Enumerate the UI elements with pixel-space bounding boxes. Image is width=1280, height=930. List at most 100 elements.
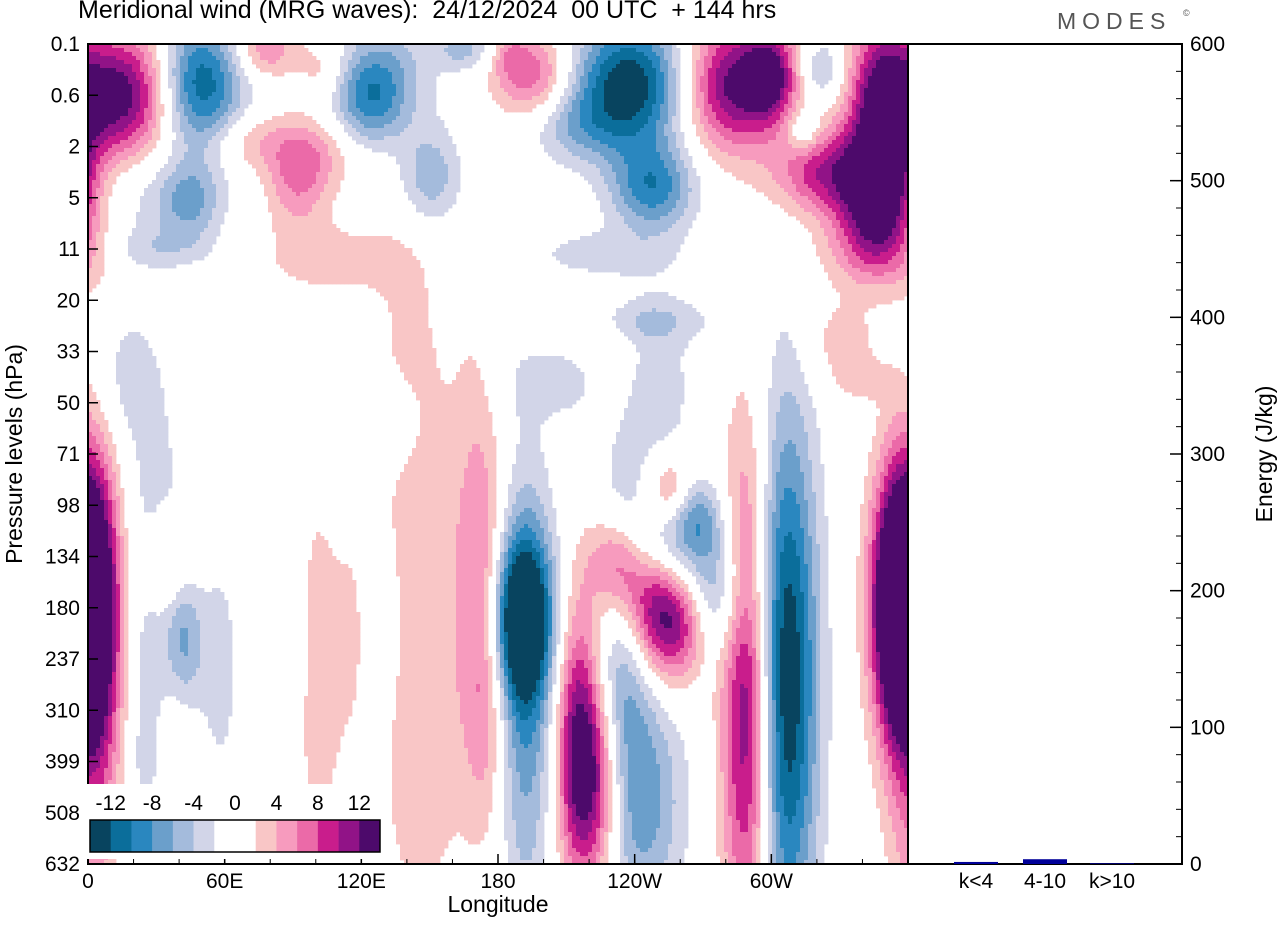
heatmap-cell [224,108,229,113]
heatmap-cell [144,60,149,65]
heatmap-cell [728,64,733,69]
heatmap-cell [544,48,549,53]
heatmap-cell [408,84,413,89]
heatmap-cell [524,64,529,69]
heatmap-cell [260,160,265,165]
heatmap-cell [220,76,225,81]
heatmap-cell [364,84,369,89]
heatmap-cell [784,100,789,105]
heatmap-cell [696,92,701,97]
heatmap-cell [716,156,721,161]
heatmap-cell [444,64,449,69]
heatmap-cell [380,112,385,117]
heatmap-cell [564,128,569,133]
heatmap-cell [172,116,177,121]
heatmap-cell [580,80,585,85]
heatmap-cell [816,132,821,137]
heatmap-cell [384,108,389,113]
heatmap-cell [352,80,357,85]
heatmap-cell [612,76,617,81]
heatmap-cell [588,136,593,141]
heatmap-cell [468,64,473,69]
heatmap-cell [720,136,725,141]
heatmap-cell [400,136,405,141]
heatmap-cell [624,76,629,81]
heatmap-cell [340,156,345,161]
heatmap-cell [92,100,97,105]
heatmap-cell [256,168,261,173]
heatmap-cell [624,64,629,69]
heatmap-cell [892,124,897,129]
heatmap-cell [364,72,369,77]
heatmap-cell [740,44,745,49]
heatmap-cell [692,52,697,57]
heatmap-cell [140,144,145,149]
heatmap-cell [564,140,569,145]
heatmap-cell [760,100,765,105]
heatmap-cell [180,100,185,105]
heatmap-cell [580,64,585,69]
heatmap-cell [868,120,873,125]
heatmap-cell [632,128,637,133]
heatmap-cell [844,48,849,53]
heatmap-cell [196,164,201,169]
heatmap-cell [740,96,745,101]
heatmap-cell [96,100,101,105]
heatmap-cell [120,120,125,125]
heatmap-cell [504,44,509,49]
heatmap-cell [408,160,413,165]
heatmap-cell [512,52,517,57]
heatmap-cell [596,96,601,101]
heatmap-cell [116,156,121,161]
heatmap-cell [396,68,401,73]
heatmap-cell [772,60,777,65]
heatmap-cell [204,112,209,117]
heatmap-cell [708,128,713,133]
heatmap-cell [144,68,149,73]
heatmap-cell [284,148,289,153]
heatmap-cell [376,64,381,69]
heatmap-cell [488,80,493,85]
heatmap-cell [636,128,641,133]
heatmap-cell [596,132,601,137]
heatmap-cell [640,64,645,69]
heatmap-cell [860,56,865,61]
heatmap-cell [776,76,781,81]
heatmap-cell [852,52,857,57]
heatmap-cell [232,92,237,97]
heatmap-cell [392,132,397,137]
heatmap-cell [276,148,281,153]
heatmap-cell [892,120,897,125]
heatmap-cell [668,72,673,77]
heatmap-cell [304,116,309,121]
heatmap-cell [584,144,589,149]
heatmap-cell [180,144,185,149]
heatmap-cell [584,64,589,69]
heatmap-cell [216,56,221,61]
heatmap-cell [848,76,853,81]
heatmap-cell [120,148,125,153]
heatmap-cell [100,144,105,149]
heatmap-cell [440,64,445,69]
heatmap-cell [868,44,873,49]
heatmap-cell [364,88,369,93]
heatmap-cell [148,68,153,73]
heatmap-cell [656,68,661,73]
heatmap-cell [576,148,581,153]
heatmap-cell [592,80,597,85]
heatmap-cell [140,148,145,153]
heatmap-cell [412,168,417,173]
heatmap-cell [564,88,569,93]
heatmap-cell [504,48,509,53]
heatmap-cell [660,132,665,137]
heatmap-cell [864,148,869,153]
heatmap-cell [660,144,665,149]
heatmap-cell [784,92,789,97]
heatmap-cell [700,88,705,93]
heatmap-cell [664,52,669,57]
heatmap-cell [300,164,305,169]
heatmap-cell [740,152,745,157]
heatmap-cell [444,136,449,141]
heatmap-cell [764,92,769,97]
heatmap-cell [760,156,765,161]
